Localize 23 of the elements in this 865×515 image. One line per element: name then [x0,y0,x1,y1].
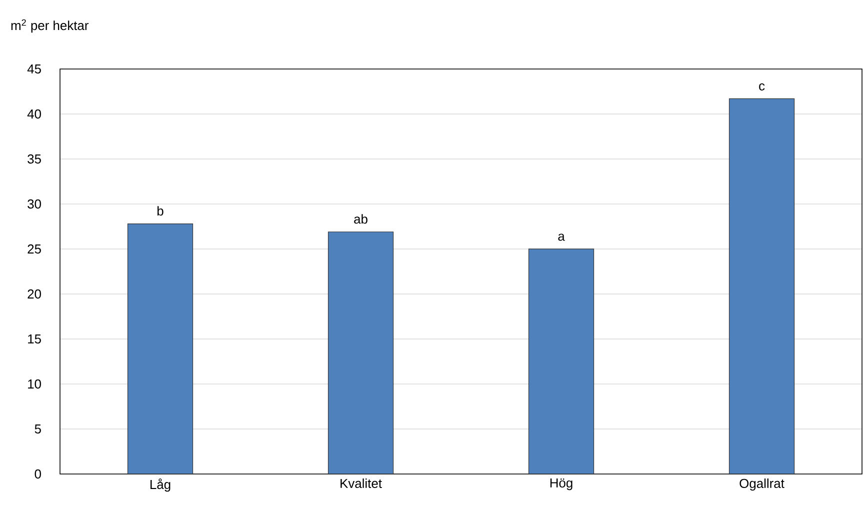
y-tick-label: 30 [28,199,41,209]
y-tick-label: 15 [28,334,41,344]
y-tick-label: 10 [28,379,41,389]
y-tick-label: 0 [34,469,41,479]
x-tick-label: Hög [550,478,572,490]
y-tick-label: 25 [28,244,41,254]
annotation: b [157,206,164,216]
bar [528,248,594,474]
y-tick-label: 40 [27,109,41,119]
x-tick-label: Ogallrat [740,478,784,491]
annotation: a [558,234,565,241]
annotation: c [759,83,765,90]
y-axis-title: m$^{2}$ per hektar [11,19,89,33]
x-tick-label: Kvalitet [340,478,382,488]
y-tick-label: 5 [34,424,41,434]
y-tick-label: 20 [28,289,41,299]
bar [728,98,795,474]
y-tick-label: 35 [28,154,41,164]
x-tick-label: Låg [150,478,170,492]
bar [127,223,194,474]
bar [328,232,394,474]
y-tick-label: 45 [27,64,41,74]
annotation: ab [354,214,368,224]
